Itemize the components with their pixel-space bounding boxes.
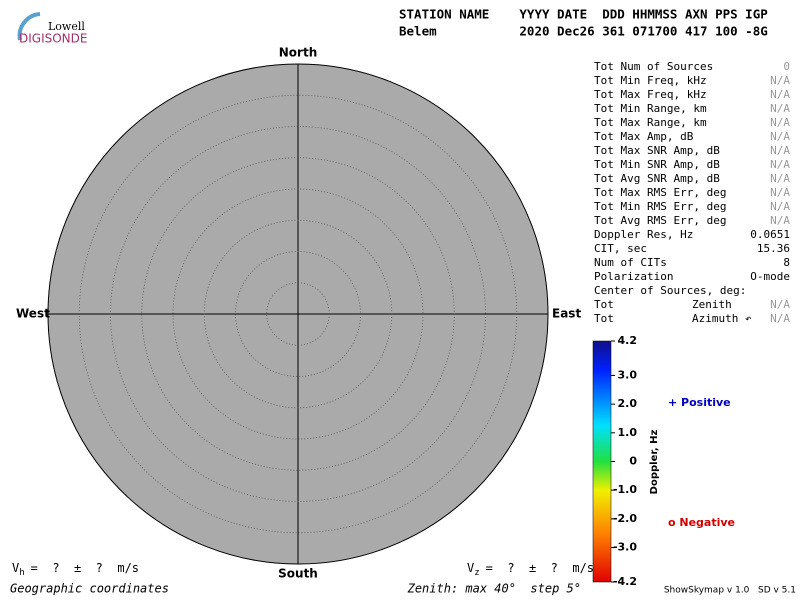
stat-value: N/A [770, 186, 790, 199]
header-labels: STATION NAME YYYY DATE DDD HHMMSS AXN PP… [399, 7, 768, 22]
colorbar-tick-label: -3.0 [613, 541, 637, 554]
vz-label: Vz = ? ± ? m/s [467, 561, 594, 578]
stat-label: Doppler Res, Hz [594, 228, 693, 241]
center-prefix: Tot [594, 312, 614, 325]
stat-value: 8 [783, 256, 790, 269]
stat-label: Tot Avg SNR Amp, dB [594, 172, 720, 185]
stat-label: Tot Min Freq, kHz [594, 74, 707, 87]
stat-value: O-mode [750, 270, 790, 283]
stat-label: Tot Max RMS Err, deg [594, 186, 726, 199]
logo-top: Lowell [48, 20, 85, 33]
zenith-ring [110, 126, 486, 502]
vz-symbol: V [467, 561, 474, 575]
zenith-ring [203, 219, 393, 409]
stat-label: Tot Max Range, km [594, 116, 707, 129]
stat-label: Tot Avg RMS Err, deg [594, 214, 726, 227]
center-label: Azimuth ↶ [692, 312, 752, 325]
stat-label: CIT, sec [594, 242, 647, 255]
logo-arc [17, 12, 41, 41]
vz-text: = ? ± ? m/s [486, 561, 594, 575]
zenith-label: Zenith: max 40° step 5° [407, 582, 581, 596]
zenith-ring [266, 282, 330, 346]
colorbar-title: Doppler, Hz [649, 430, 660, 495]
vz-sub: z [474, 568, 479, 578]
colorbar [592, 340, 612, 583]
vh-symbol: V [12, 561, 19, 575]
vh-sub: h [19, 568, 24, 578]
center-prefix: Tot [594, 298, 614, 311]
stat-value: N/A [770, 102, 790, 115]
stat-value: 15.36 [757, 242, 790, 255]
coords-label: Geographic coordinates [10, 582, 169, 596]
colorbar-tick-label: 2.0 [618, 397, 638, 410]
stat-value: N/A [770, 172, 790, 185]
colorbar-tick-label: 3.0 [618, 368, 638, 381]
center-label: Zenith [692, 298, 732, 311]
header-values: Belem 2020 Dec26 361 071700 417 100 -8G [399, 24, 768, 39]
zenith-ring [235, 251, 361, 377]
colorbar-tick-label: 1.0 [618, 426, 638, 439]
stat-value: N/A [770, 144, 790, 157]
colorbar-tick-label: 4.2 [618, 334, 638, 347]
south-label: South [278, 567, 318, 581]
version-label: ShowSkymap v 1.0 SD v 5.1 [664, 586, 796, 596]
colorbar-tick-label: 0 [629, 455, 637, 468]
skymap [47, 63, 549, 565]
zenith-ring [172, 188, 424, 440]
positive-legend: + Positive [668, 396, 731, 409]
stat-value: N/A [770, 200, 790, 213]
center-title: Center of Sources, deg: [594, 284, 746, 297]
vh-text: = ? ± ? m/s [31, 561, 139, 575]
stat-label: Tot Max Freq, kHz [594, 88, 707, 101]
zenith-ring [141, 157, 455, 471]
stat-value: N/A [770, 74, 790, 87]
stat-value: 0.0651 [750, 228, 790, 241]
stat-label: Tot Num of Sources [594, 60, 713, 73]
stat-label: Num of CITs [594, 256, 667, 269]
stat-value: N/A [770, 130, 790, 143]
stat-label: Tot Min SNR Amp, dB [594, 158, 720, 171]
north-label: North [279, 46, 317, 60]
negative-legend: o Negative [668, 516, 735, 529]
vh-label: Vh = ? ± ? m/s [12, 561, 139, 578]
west-label: West [16, 307, 50, 321]
stat-label: Tot Min RMS Err, deg [594, 200, 726, 213]
zenith-ring [78, 94, 518, 534]
stat-value: 0 [783, 60, 790, 73]
colorbar-tick-label: -2.0 [613, 512, 637, 525]
stat-label: Tot Min Range, km [594, 102, 707, 115]
logo-bottom: DIGISONDE [19, 32, 87, 46]
center-value: N/A [770, 298, 790, 311]
stat-label: Tot Max Amp, dB [594, 130, 694, 143]
stat-label: Polarization [594, 270, 673, 283]
east-label: East [552, 307, 581, 321]
stat-value: N/A [770, 214, 790, 227]
stat-value: N/A [770, 158, 790, 171]
colorbar-tick-label: -1.0 [613, 483, 637, 496]
colorbar-tick-label: -4.2 [613, 575, 637, 588]
stat-value: N/A [770, 116, 790, 129]
center-value: N/A [770, 312, 790, 325]
stat-label: Tot Max SNR Amp, dB [594, 144, 720, 157]
stat-value: N/A [770, 88, 790, 101]
